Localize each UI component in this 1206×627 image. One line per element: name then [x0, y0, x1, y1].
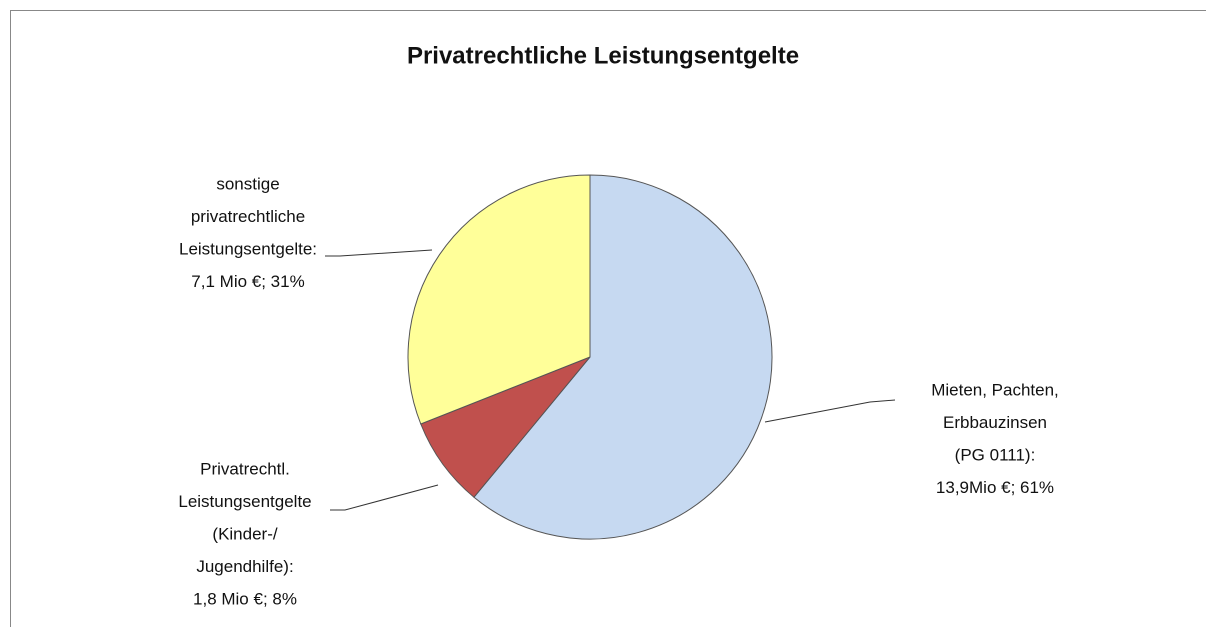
- value-label: 7,1 Mio €; 31%: [191, 272, 304, 291]
- pie-slice: [420, 356, 591, 498]
- pie-slice: [473, 174, 773, 540]
- slice-label: privatrechtliche: [191, 207, 305, 226]
- slice-label: sonstige: [216, 174, 279, 193]
- leader-line: [325, 249, 433, 257]
- chart-frame: [10, 10, 1206, 627]
- chart-title: Privatrechtliche Leistungsentgelte: [407, 42, 799, 69]
- value-label: 13,9Mio €; 61%: [936, 478, 1054, 497]
- slice-label: Erbbauzinsen: [943, 413, 1047, 432]
- slice-label: Privatrechtl.: [200, 459, 290, 478]
- pie: [407, 174, 773, 540]
- slice-label: (Kinder-/: [212, 524, 277, 543]
- leader-line: [330, 484, 439, 511]
- value-label: 1,8 Mio €; 8%: [193, 589, 297, 608]
- leader-line: [764, 399, 896, 423]
- slice-label: Mieten, Pachten,: [931, 380, 1059, 399]
- pie-slice: [407, 174, 591, 425]
- slice-label: Jugendhilfe):: [196, 557, 293, 576]
- slice-label: (PG 0111):: [955, 445, 1036, 464]
- slice-label: Leistungsentgelte: [178, 492, 311, 511]
- slice-label: Leistungsentgelte:: [179, 239, 317, 258]
